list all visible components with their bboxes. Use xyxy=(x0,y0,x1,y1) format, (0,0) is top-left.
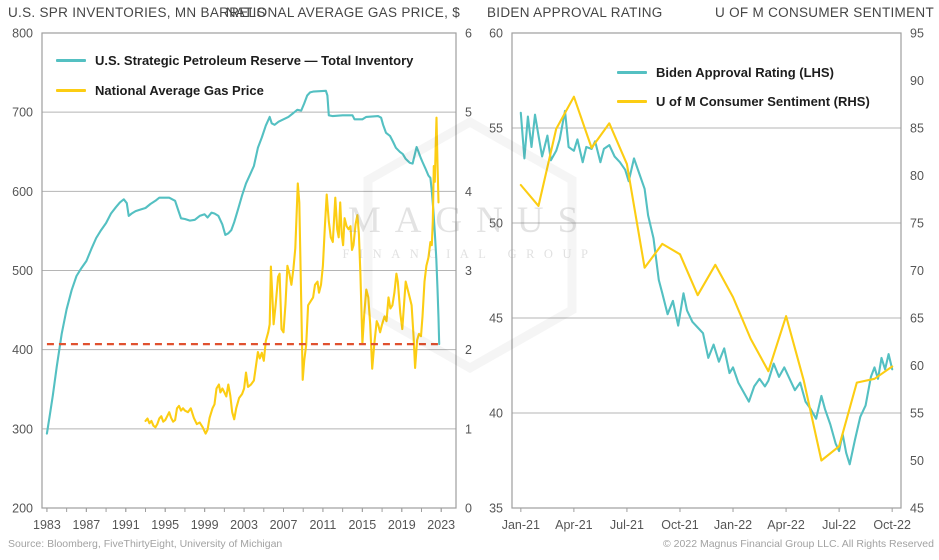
svg-text:2015: 2015 xyxy=(348,518,376,532)
svg-text:Jan-21: Jan-21 xyxy=(502,518,540,532)
svg-text:4: 4 xyxy=(465,185,472,199)
right-chart-title-left-axis: BIDEN APPROVAL RATING xyxy=(487,5,663,20)
svg-text:Jul-22: Jul-22 xyxy=(822,518,856,532)
svg-text:2: 2 xyxy=(465,343,472,357)
copyright-notice: © 2022 Magnus Financial Group LLC. All R… xyxy=(663,538,934,550)
svg-text:85: 85 xyxy=(910,122,924,136)
svg-text:1991: 1991 xyxy=(112,518,140,532)
svg-text:800: 800 xyxy=(12,27,33,41)
source-attribution: Source: Bloomberg, FiveThirtyEight, Univ… xyxy=(8,538,283,550)
legend-item-sentiment: U of M Consumer Sentiment (RHS) xyxy=(617,94,870,109)
svg-text:700: 700 xyxy=(12,106,33,120)
right-chart-title-right-axis: U OF M CONSUMER SENTIMENT xyxy=(715,5,934,20)
svg-text:60: 60 xyxy=(489,27,503,41)
svg-text:80: 80 xyxy=(910,169,924,183)
left-chart-title-right-axis: NATIONAL AVERAGE GAS PRICE, $ xyxy=(225,5,460,20)
svg-text:65: 65 xyxy=(910,312,924,326)
svg-text:35: 35 xyxy=(489,502,503,516)
svg-text:500: 500 xyxy=(12,264,33,278)
svg-text:50: 50 xyxy=(489,217,503,231)
svg-text:300: 300 xyxy=(12,422,33,436)
approval-line-swatch-icon xyxy=(617,71,647,74)
spr-line-swatch-icon xyxy=(56,59,86,62)
legend-item-spr: U.S. Strategic Petroleum Reserve — Total… xyxy=(56,53,413,68)
svg-text:55: 55 xyxy=(489,122,503,136)
svg-text:60: 60 xyxy=(910,359,924,373)
sentiment-line-swatch-icon xyxy=(617,100,647,103)
svg-text:600: 600 xyxy=(12,185,33,199)
svg-text:40: 40 xyxy=(489,407,503,421)
svg-text:1983: 1983 xyxy=(33,518,61,532)
svg-text:200: 200 xyxy=(12,502,33,516)
svg-text:55: 55 xyxy=(910,407,924,421)
svg-text:2023: 2023 xyxy=(427,518,455,532)
legend-item-gas-price: National Average Gas Price xyxy=(56,83,264,98)
svg-text:2019: 2019 xyxy=(388,518,416,532)
svg-text:1987: 1987 xyxy=(72,518,100,532)
svg-text:400: 400 xyxy=(12,343,33,357)
svg-text:Apr-21: Apr-21 xyxy=(555,518,593,532)
svg-text:75: 75 xyxy=(910,217,924,231)
svg-text:1: 1 xyxy=(465,422,472,436)
legend-label-sentiment: U of M Consumer Sentiment (RHS) xyxy=(656,94,870,109)
svg-text:90: 90 xyxy=(910,74,924,88)
svg-text:45: 45 xyxy=(489,312,503,326)
legend-item-approval: Biden Approval Rating (LHS) xyxy=(617,65,834,80)
svg-text:45: 45 xyxy=(910,502,924,516)
svg-text:50: 50 xyxy=(910,454,924,468)
svg-text:1999: 1999 xyxy=(191,518,219,532)
gas-line-swatch-icon xyxy=(56,89,86,92)
svg-text:Oct-22: Oct-22 xyxy=(873,518,911,532)
legend-label-gas-price: National Average Gas Price xyxy=(95,83,264,98)
legend-label-spr: U.S. Strategic Petroleum Reserve — Total… xyxy=(95,53,414,68)
svg-text:Apr-22: Apr-22 xyxy=(767,518,805,532)
left-chart-title-left-axis: U.S. SPR INVENTORIES, MN BARRELS xyxy=(8,5,266,20)
svg-text:6: 6 xyxy=(465,27,472,41)
svg-text:5: 5 xyxy=(465,106,472,120)
svg-text:Jul-21: Jul-21 xyxy=(610,518,644,532)
svg-text:95: 95 xyxy=(910,27,924,41)
svg-text:2003: 2003 xyxy=(230,518,258,532)
svg-text:2011: 2011 xyxy=(309,518,336,532)
svg-text:1995: 1995 xyxy=(151,518,179,532)
svg-text:0: 0 xyxy=(465,502,472,516)
svg-text:Jan-22: Jan-22 xyxy=(714,518,752,532)
legend-label-approval: Biden Approval Rating (LHS) xyxy=(656,65,834,80)
svg-text:2007: 2007 xyxy=(270,518,298,532)
svg-text:3: 3 xyxy=(465,264,472,278)
svg-text:Oct-21: Oct-21 xyxy=(661,518,699,532)
svg-text:70: 70 xyxy=(910,264,924,278)
